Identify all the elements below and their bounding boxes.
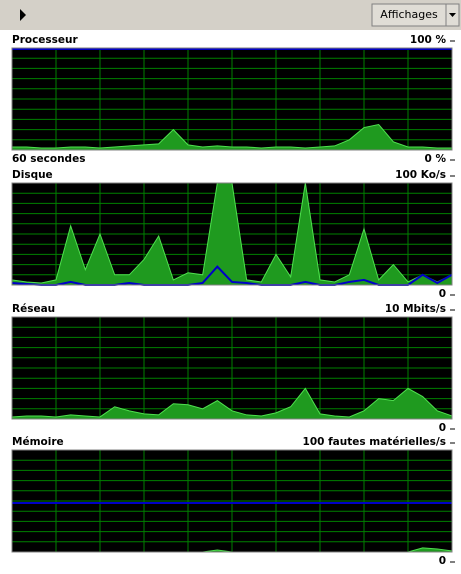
panel-max-label: 100 fautes matérielles/s (303, 436, 446, 448)
graph-border (11, 47, 453, 151)
panel-title: Processeur (12, 34, 79, 46)
graph-area (11, 182, 453, 286)
panel-min-label: 0 (439, 555, 446, 567)
expand-arrow[interactable] (20, 9, 26, 21)
panel-title: Réseau (12, 303, 55, 315)
panel-min-label: 0 (439, 422, 446, 434)
graph-area (11, 387, 453, 420)
graph-border (11, 182, 453, 286)
panel-min-label: 0 % (425, 153, 447, 165)
dropdown-arrow (449, 13, 456, 17)
graph-area (11, 123, 453, 151)
panel-title: Mémoire (12, 436, 64, 448)
graph-border (11, 449, 453, 553)
panel-min-label: 0 (439, 288, 446, 300)
graph-border (11, 316, 453, 420)
panel-title: Disque (12, 169, 53, 181)
panel-max-label: 10 Mbits/s (385, 303, 446, 315)
panel-max-label: 100 % (410, 34, 447, 46)
panel-max-label: 100 Ko/s (395, 169, 446, 181)
time-label: 60 secondes (12, 153, 85, 165)
views-button-label: Affichages (380, 8, 438, 21)
